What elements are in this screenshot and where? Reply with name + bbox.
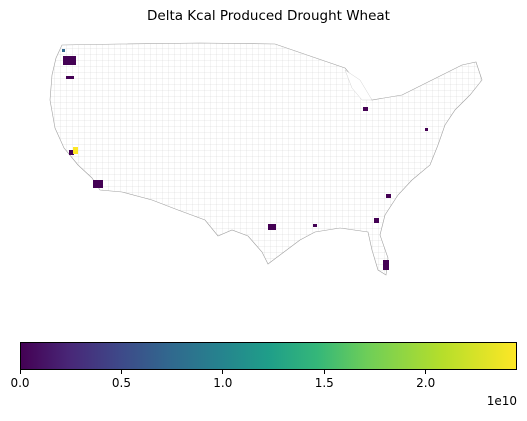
county-wa-teal	[62, 49, 65, 52]
county-fl	[383, 260, 389, 270]
colorbar-tick	[425, 370, 427, 374]
colorbar-tick-label: 0.0	[10, 376, 30, 390]
county-wa-small	[66, 76, 74, 79]
us-county-map	[49, 42, 483, 276]
county-tx	[268, 224, 276, 230]
colorbar-multiplier-label: 1e10	[486, 394, 517, 408]
map-title: Delta Kcal Produced Drought Wheat	[147, 8, 390, 24]
county-ca-south	[93, 180, 103, 188]
county-wa-puget	[63, 56, 76, 65]
county-ca-north	[69, 150, 74, 155]
county-ca-yellow	[73, 147, 78, 154]
colorbar-tick-label: 0.5	[111, 376, 131, 390]
colorbar-tick	[19, 370, 21, 374]
great-lakes	[344, 69, 373, 101]
county-la	[313, 224, 317, 227]
colorbar-tick-label: 1.5	[314, 376, 334, 390]
colorbar-tick	[222, 370, 224, 374]
us-outline	[49, 42, 483, 276]
colorbar-tick	[323, 370, 325, 374]
county-ga	[374, 218, 379, 223]
county-nj	[425, 128, 428, 131]
county-mi	[363, 107, 368, 111]
colorbar-tick	[120, 370, 122, 374]
county-sc	[386, 194, 391, 198]
colorbar	[20, 342, 517, 370]
colorbar-tick-label: 2.0	[416, 376, 436, 390]
colorbar-tick-label: 1.0	[213, 376, 233, 390]
